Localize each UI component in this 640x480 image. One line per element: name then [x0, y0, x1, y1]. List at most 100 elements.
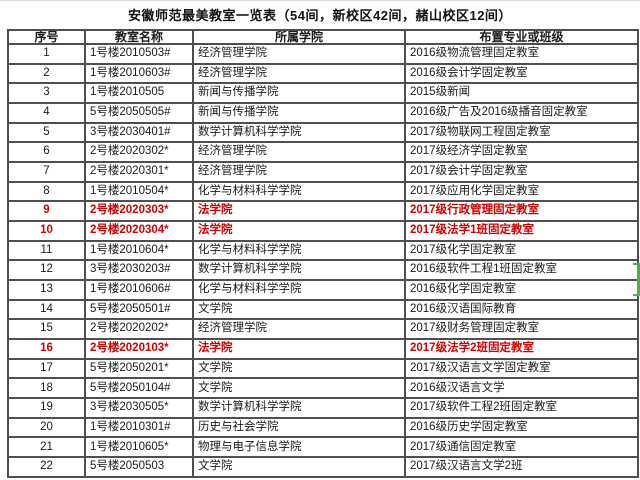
college-name: 经济管理学院	[192, 161, 406, 183]
table-row: 3 1号楼2010505 新闻与传播学院 2015级新闻	[7, 82, 639, 104]
assigned-class: 2017级汉语言文学固定教室	[404, 357, 639, 380]
assigned-class: 2016级会计学固定教室	[404, 62, 639, 85]
table-row: 14 5号楼2050501# 文学院 2016级汉语国际教育	[7, 298, 639, 321]
row-number: 20	[7, 416, 86, 439]
page-title: 安徽师范最美教室一览表（54间，新校区42间，赭山校区12间）	[128, 8, 512, 23]
table-row: 2 1号楼2010603# 经济管理学院 2016级会计学固定教室	[7, 62, 639, 85]
row-number: 13	[7, 279, 86, 301]
table-row: 8 1号楼2010504* 化学与材料科学学院 2017级应用化学固定教室	[7, 180, 639, 203]
classroom-name: 2号楼2020202*	[84, 318, 194, 341]
classroom-name: 5号楼2050201*	[84, 357, 194, 380]
assigned-class: 2017级化学固定教室	[404, 239, 639, 262]
college-name: 经济管理学院	[192, 141, 406, 164]
row-number: 1	[7, 43, 86, 65]
college-name: 经济管理学院	[192, 43, 406, 65]
college-name: 化学与材料科学学院	[192, 239, 406, 262]
assigned-class: 2016级广告及2016级播音固定教室	[404, 102, 639, 124]
college-name: 文学院	[192, 357, 406, 380]
table-row: 9 2号楼2020303* 法学院 2017级行政管理固定教室	[7, 200, 639, 223]
assigned-class: 2016级历史学固定教室	[404, 416, 639, 439]
table-row: 7 2号楼2020301* 经济管理学院 2017级会计学固定教室	[7, 161, 639, 183]
table-row: 16 2号楼2020103* 法学院 2017级法学2班固定教室	[7, 338, 639, 360]
college-name: 文学院	[192, 298, 406, 321]
classroom-name: 5号楼2050505#	[84, 102, 194, 124]
assigned-class: 2016级汉语言文学	[404, 377, 639, 400]
classroom-name: 3号楼2030505*	[84, 397, 194, 419]
college-name: 物理与电子信息学院	[192, 436, 406, 459]
table-row: 6 2号楼2020302* 经济管理学院 2017级经济学固定教室	[7, 141, 639, 164]
row-number: 5	[7, 121, 86, 144]
classroom-name: 2号楼2020301*	[84, 161, 194, 183]
table-row: 20 1号楼2010301# 历史与社会学院 2016级历史学固定教室	[7, 416, 639, 439]
row-number: 18	[7, 377, 86, 400]
assigned-class: 2016级化学固定教室	[404, 279, 639, 301]
table-row: 21 1号楼2010605* 物理与电子信息学院 2017级通信固定教室	[7, 436, 639, 459]
classroom-name: 1号楼2010505	[84, 82, 194, 104]
classroom-name: 2号楼2020103*	[84, 338, 194, 360]
assigned-class: 2016级软件工程1班固定教室	[404, 259, 639, 282]
table-row: 18 5号楼2050104# 文学院 2016级汉语言文学	[7, 377, 639, 400]
row-number: 14	[7, 298, 86, 321]
classroom-name: 5号楼2050104#	[84, 377, 194, 400]
row-number: 21	[7, 436, 86, 459]
assigned-class: 2017级法学2班固定教室	[404, 338, 639, 360]
row-number: 16	[7, 338, 86, 360]
top-edge-line	[0, 0, 640, 1]
classroom-name: 1号楼2010605*	[84, 436, 194, 459]
classroom-name: 1号楼2010606#	[84, 279, 194, 301]
college-name: 经济管理学院	[192, 318, 406, 341]
classroom-name: 1号楼2010603#	[84, 62, 194, 85]
table-row: 4 5号楼2050505# 新闻与传播学院 2016级广告及2016级播音固定教室	[7, 102, 639, 124]
table-row: 10 2号楼2020304* 法学院 2017级法学1班固定教室	[7, 220, 639, 242]
assigned-class: 2016级汉语国际教育	[404, 298, 639, 321]
college-name: 数学计算机科学学院	[192, 397, 406, 419]
college-name: 经济管理学院	[192, 62, 406, 85]
classroom-name: 3号楼2030203#	[84, 259, 194, 282]
table-row: 15 2号楼2020202* 经济管理学院 2017级财务管理固定教室	[7, 318, 639, 341]
classroom-name: 2号楼2020304*	[84, 220, 194, 242]
table-body: 1 1号楼2010503# 经济管理学院 2016级物流管理固定教室 2 1号楼20106…	[7, 43, 639, 478]
row-number: 2	[7, 62, 86, 85]
assigned-class: 2015级新闻	[404, 82, 639, 104]
row-number: 8	[7, 180, 86, 203]
row-number: 6	[7, 141, 86, 164]
table-row: 22 5号楼2050503 文学院 2017级汉语言文学2班	[7, 456, 639, 478]
row-number: 12	[7, 259, 86, 282]
college-name: 法学院	[192, 220, 406, 242]
classroom-name: 2号楼2020302*	[84, 141, 194, 164]
header-class: 布置专业或班级	[404, 29, 639, 45]
assigned-class: 2017级会计学固定教室	[404, 161, 639, 183]
classroom-name: 5号楼2050501#	[84, 298, 194, 321]
table-header: 序号 教室名称 所属学院 布置专业或班级	[7, 29, 639, 45]
table-row: 1 1号楼2010503# 经济管理学院 2016级物流管理固定教室	[7, 43, 639, 65]
image-resize-handle[interactable]	[633, 263, 640, 296]
college-name: 新闻与传播学院	[192, 102, 406, 124]
row-number: 22	[7, 456, 86, 478]
row-number: 11	[7, 239, 86, 262]
assigned-class: 2017级物联网工程固定教室	[404, 121, 639, 144]
row-number: 3	[7, 82, 86, 104]
college-name: 历史与社会学院	[192, 416, 406, 439]
header-no: 序号	[7, 29, 86, 45]
header-college: 所属学院	[192, 29, 406, 45]
assigned-class: 2017级应用化学固定教室	[404, 180, 639, 203]
table-row: 13 1号楼2010606# 化学与材料科学学院 2016级化学固定教室	[7, 279, 639, 301]
college-name: 数学计算机科学学院	[192, 259, 406, 282]
table-row: 17 5号楼2050201* 文学院 2017级汉语言文学固定教室	[7, 357, 639, 380]
college-name: 数学计算机科学学院	[192, 121, 406, 144]
header-row: 序号 教室名称 所属学院 布置专业或班级	[7, 29, 639, 45]
college-name: 化学与材料科学学院	[192, 180, 406, 203]
assigned-class: 2017级财务管理固定教室	[404, 318, 639, 341]
assigned-class: 2017级汉语言文学2班	[404, 456, 639, 478]
classroom-name: 1号楼2010604*	[84, 239, 194, 262]
classroom-name: 1号楼2010504*	[84, 180, 194, 203]
assigned-class: 2017级经济学固定教室	[404, 141, 639, 164]
assigned-class: 2017级通信固定教室	[404, 436, 639, 459]
row-number: 15	[7, 318, 86, 341]
college-name: 文学院	[192, 456, 406, 478]
classroom-table: 序号 教室名称 所属学院 布置专业或班级 1 1号楼2010503# 经济管理学院 2…	[7, 29, 639, 478]
row-number: 10	[7, 220, 86, 242]
classroom-name: 5号楼2050503	[84, 456, 194, 478]
table-row: 19 3号楼2030505* 数学计算机科学学院 2017级软件工程2班固定教室	[7, 397, 639, 419]
